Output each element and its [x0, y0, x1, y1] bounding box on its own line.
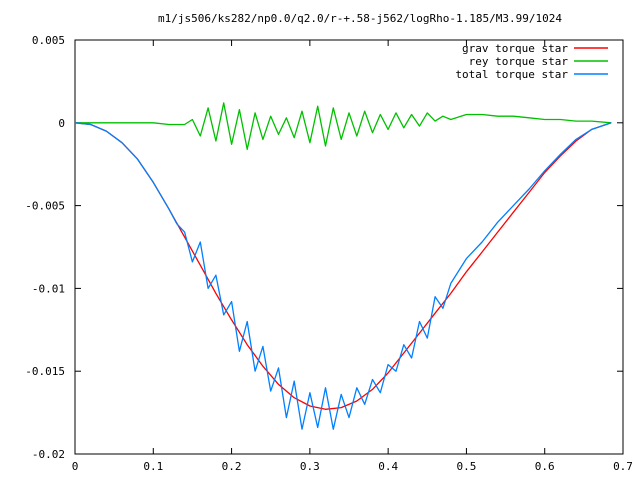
y-tick-label: 0 — [58, 117, 65, 130]
x-tick-label: 0.6 — [535, 460, 555, 473]
x-tick-label: 0.1 — [143, 460, 163, 473]
x-tick-label: 0.2 — [222, 460, 242, 473]
legend-label: rey torque star — [469, 55, 569, 68]
y-tick-label: -0.015 — [25, 365, 65, 378]
legend-label: grav torque star — [462, 42, 568, 55]
y-tick-label: -0.01 — [32, 282, 65, 295]
series-line-0 — [74, 122, 612, 410]
y-tick-label: -0.02 — [32, 448, 65, 461]
x-tick-label: 0 — [72, 460, 79, 473]
x-tick-label: 0.3 — [300, 460, 320, 473]
y-tick-label: 0.005 — [32, 34, 65, 47]
x-tick-label: 0.5 — [456, 460, 476, 473]
axis-ticks: 0 0.1 0.2 0.3 0.4 0.5 0.6 0.7 0.005 0 -0.005 -0.01 -… — [25, 34, 633, 473]
series-line-2 — [74, 122, 612, 430]
legend-label: total torque star — [455, 68, 568, 81]
plot-frame — [74, 39, 624, 455]
x-tick-label: 0.7 — [613, 460, 633, 473]
x-tick-label: 0.4 — [378, 460, 398, 473]
y-tick-label: -0.005 — [25, 200, 65, 213]
series-layer — [74, 102, 612, 430]
series-line-1 — [75, 102, 612, 150]
chart-title: m1/js506/ks282/np0.0/q2.0/r-+.58-j562/lo… — [158, 12, 562, 25]
